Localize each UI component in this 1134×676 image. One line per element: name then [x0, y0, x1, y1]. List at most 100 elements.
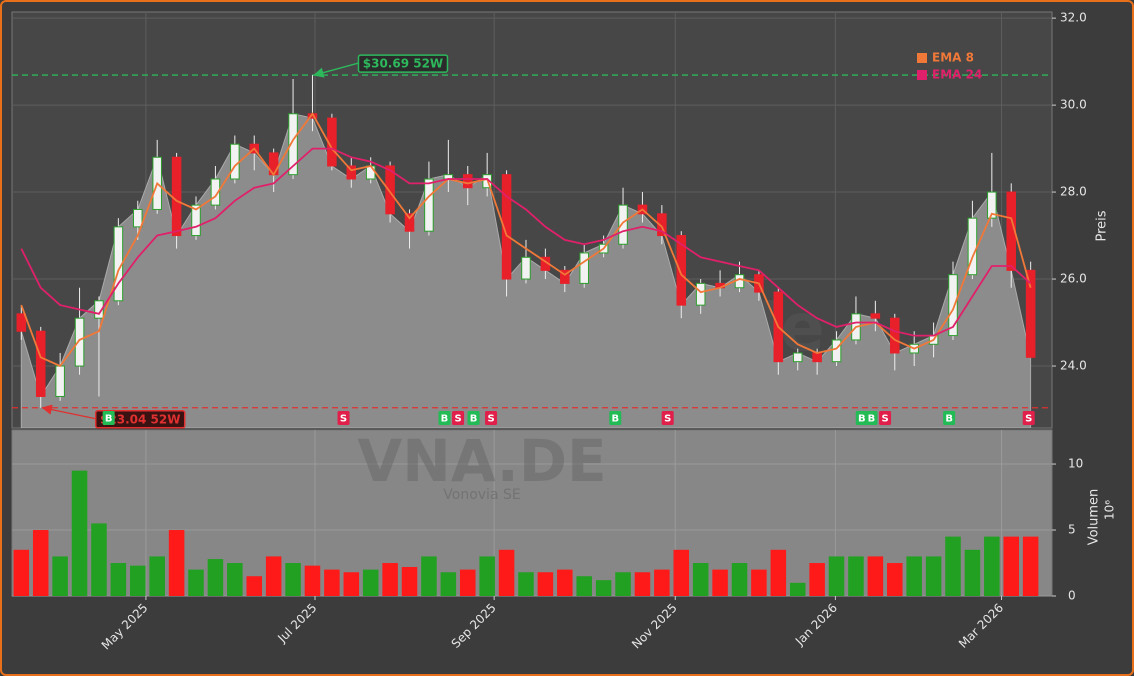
- volume-bar: [343, 572, 360, 596]
- y-tick-label: 26.0: [1060, 272, 1087, 286]
- volume-bar: [557, 569, 573, 596]
- candle-body: [74, 317, 85, 367]
- candle-body: [831, 339, 842, 363]
- candle-body: [501, 174, 512, 280]
- signal-marker: [661, 411, 674, 425]
- candle-body: [987, 191, 997, 219]
- volume-bar: [479, 556, 495, 596]
- watermark-subtitle: Vonovia SE: [443, 487, 520, 503]
- signal-label: B: [611, 414, 619, 425]
- volume-bar: [692, 563, 709, 596]
- y-axis-label: Preis: [1095, 210, 1110, 241]
- candle-body: [1025, 269, 1036, 358]
- legend-label: EMA 8: [932, 51, 974, 65]
- candle-body: [948, 274, 958, 337]
- volume-bar: [440, 572, 457, 596]
- candle-body: [210, 178, 221, 206]
- y-axis-unit: 10⁶: [1103, 500, 1117, 520]
- y-axis-label: Volumen: [1087, 489, 1102, 546]
- volume-bar: [634, 572, 651, 596]
- volume-bar: [265, 556, 282, 596]
- signal-label: S: [664, 414, 671, 425]
- y-tick-label: 5: [1068, 523, 1076, 537]
- volume-bar: [71, 470, 88, 596]
- signal-marker: [855, 411, 868, 425]
- volume-bar: [906, 556, 922, 596]
- volume-bar: [168, 530, 185, 596]
- volume-bar: [964, 549, 981, 596]
- candle-body: [676, 235, 687, 306]
- candle-body: [424, 178, 434, 232]
- candle-body: [870, 313, 881, 319]
- x-tick-label: Mar 2026: [956, 601, 1006, 651]
- volume-bar: [52, 556, 68, 596]
- y-tick-label: 32.0: [1060, 11, 1087, 25]
- volume-bar: [1003, 536, 1020, 596]
- candle-body: [618, 204, 628, 245]
- volume-bar: [324, 569, 340, 596]
- legend-swatch: [917, 70, 927, 80]
- volume-bar: [362, 569, 379, 596]
- volume-bar: [673, 549, 690, 596]
- volume-bar: [615, 572, 631, 596]
- signal-label: B: [105, 414, 113, 425]
- volume-bar: [887, 563, 903, 596]
- candle-body: [792, 352, 803, 363]
- volume-bar: [537, 572, 554, 596]
- volume-marks: [13, 470, 1039, 596]
- y-tick-label: 10: [1068, 457, 1083, 471]
- candle-body: [385, 165, 395, 215]
- candle-body: [365, 165, 376, 180]
- candle-body: [133, 208, 143, 228]
- volume-bar: [246, 576, 263, 596]
- volume-bar: [188, 569, 204, 596]
- watermark-title: VNA.DE: [357, 427, 606, 495]
- signal-marker: [337, 411, 350, 425]
- volume-bar: [207, 559, 224, 596]
- candle-body: [346, 165, 357, 180]
- signal-marker: [865, 411, 878, 425]
- candle-body: [35, 330, 46, 397]
- signal-marker: [609, 411, 622, 425]
- volume-bar: [518, 572, 534, 596]
- volume-bar: [227, 563, 243, 596]
- volume-bar: [498, 549, 515, 596]
- volume-bar: [382, 563, 398, 596]
- volume-bar: [789, 582, 806, 596]
- volume-bar: [945, 536, 961, 596]
- volume-bar: [770, 549, 787, 596]
- volume-bar: [421, 556, 437, 596]
- volume-bar: [13, 549, 30, 596]
- x-tick-label: Nov 2025: [629, 601, 680, 652]
- candle-body: [404, 213, 415, 232]
- volume-bar: [32, 530, 49, 596]
- y-tick-label: 0: [1068, 589, 1076, 603]
- x-tick-label: Sep 2025: [449, 601, 499, 651]
- volume-bar: [712, 569, 728, 596]
- signal-marker: [879, 411, 892, 425]
- legend-label: EMA 24: [932, 68, 982, 82]
- signal-label: S: [340, 414, 347, 425]
- volume-bar: [654, 569, 670, 596]
- signal-label: S: [454, 414, 461, 425]
- candle-body: [521, 256, 531, 280]
- signal-marker: [485, 411, 498, 425]
- ema-line: [20, 112, 1032, 368]
- candle-body: [462, 174, 473, 189]
- level-arrow: [41, 404, 96, 420]
- volume-bar: [848, 556, 864, 596]
- level-label: $30.69 52W: [363, 57, 443, 71]
- candle-body: [191, 204, 201, 237]
- signal-marker: [1022, 411, 1035, 425]
- signal-label: B: [441, 414, 449, 425]
- candle-body: [579, 252, 589, 284]
- volume-bar: [828, 556, 845, 596]
- level-label-box: [94, 410, 186, 429]
- volume-bar: [110, 563, 127, 596]
- level-label-box: [357, 54, 449, 73]
- volume-bar: [1022, 536, 1039, 596]
- candle-body: [288, 113, 298, 176]
- candle-body: [171, 156, 182, 237]
